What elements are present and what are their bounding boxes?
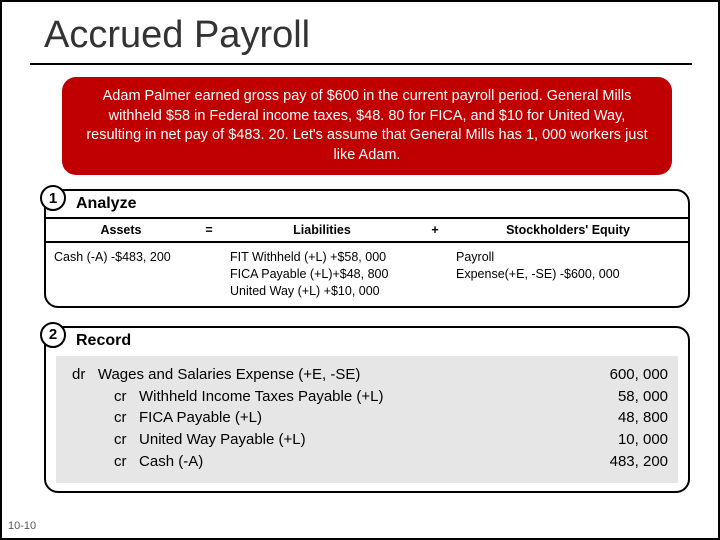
analyze-header: Analyze [46,191,688,217]
col-assets: Assets [46,218,196,242]
journal-row: cr United Way Payable (+L) 10, 000 [72,429,668,451]
title-underline [30,63,692,65]
analyze-table: Assets = Liabilities + Stockholders' Equ… [46,217,688,306]
record-body: dr Wages and Salaries Expense (+E, -SE) … [56,356,678,483]
journal-row: dr Wages and Salaries Expense (+E, -SE) … [72,364,668,386]
journal-row: cr FICA Payable (+L) 48, 800 [72,407,668,429]
col-plus: + [422,218,448,242]
cell-liab: FIT Withheld (+L) +$58, 000 FICA Payable… [222,242,422,306]
journal-row: cr Withheld Income Taxes Payable (+L) 58… [72,386,668,408]
cell-se: Payroll Expense(+E, -SE) -$600, 000 [448,242,688,306]
record-section: 2 Record dr Wages and Salaries Expense (… [44,326,690,493]
slide-number: 10-10 [8,520,36,532]
journal-row: cr Cash (-A) 483, 200 [72,451,668,473]
scenario-box: Adam Palmer earned gross pay of $600 in … [62,77,672,175]
col-liab: Liabilities [222,218,422,242]
col-se: Stockholders' Equity [448,218,688,242]
table-row: Cash (-A) -$483, 200 FIT Withheld (+L) +… [46,242,688,306]
page-title: Accrued Payroll [44,14,690,57]
cell-assets: Cash (-A) -$483, 200 [46,242,196,306]
analyze-section: 1 Analyze Assets = Liabilities + Stockho… [44,189,690,308]
record-header: Record [46,328,688,354]
col-eq: = [196,218,222,242]
step-badge-2: 2 [40,322,66,348]
